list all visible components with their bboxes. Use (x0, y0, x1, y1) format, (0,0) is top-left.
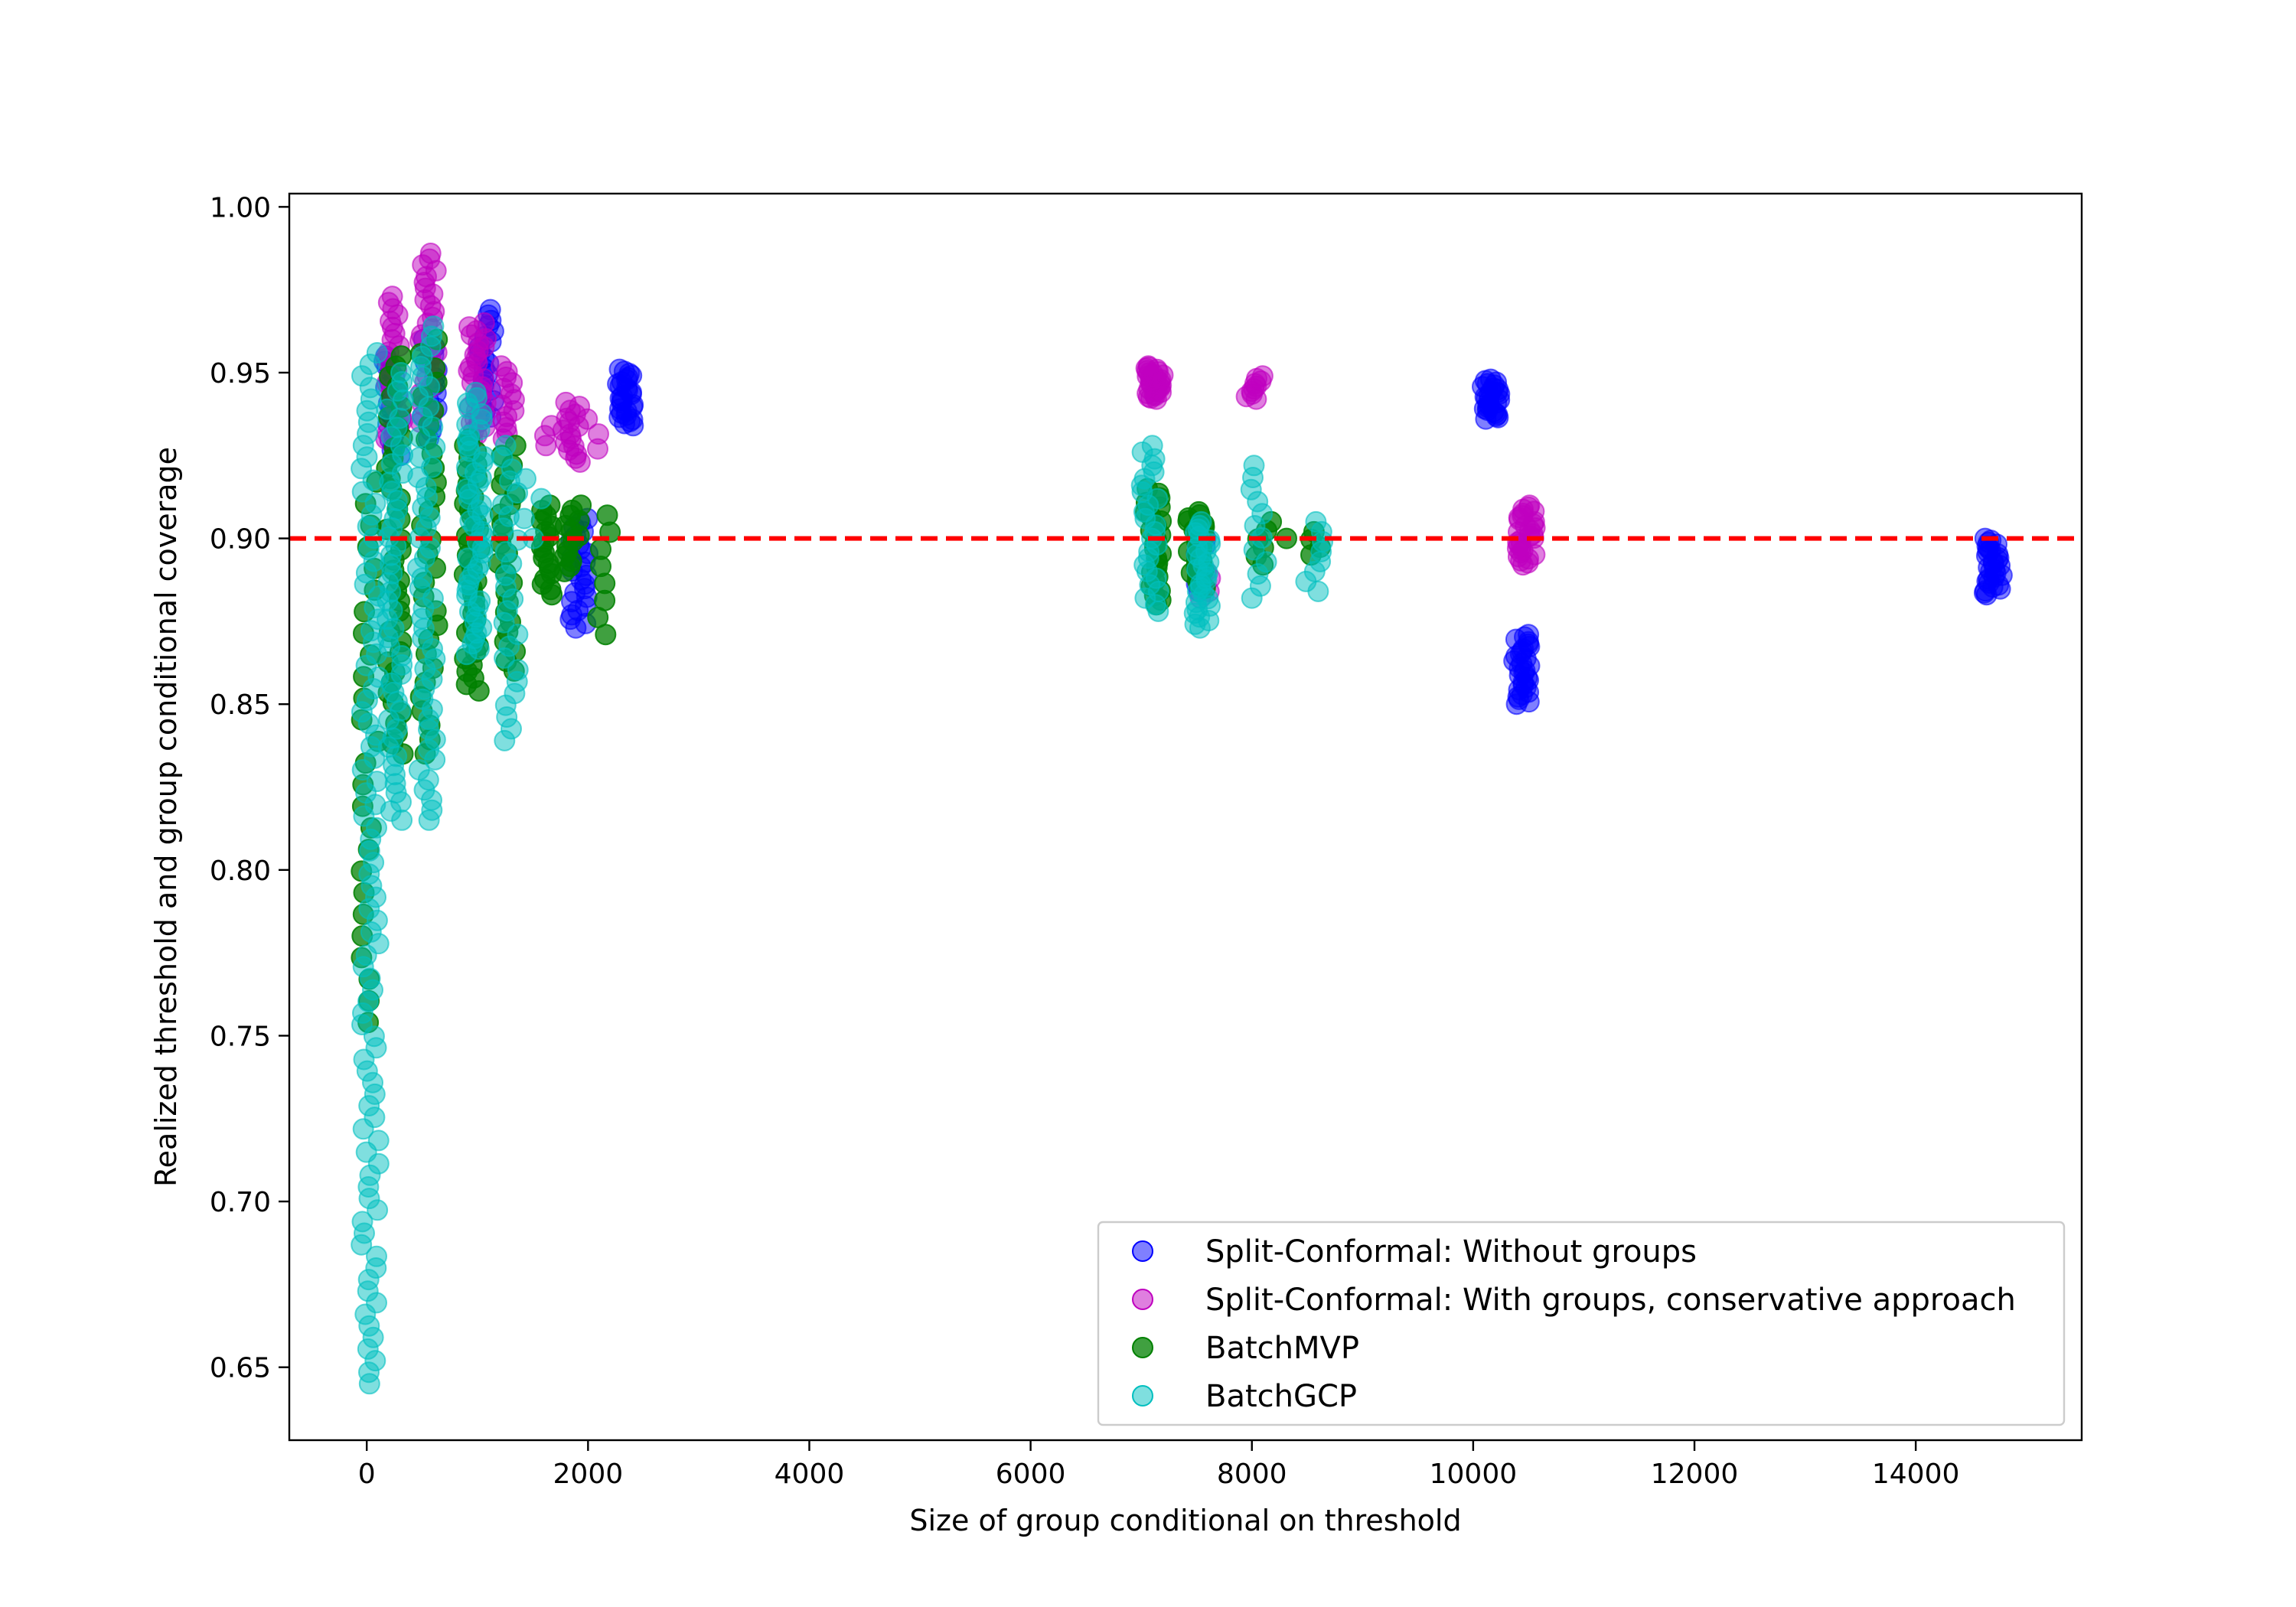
x-tick-label: 6000 (996, 1459, 1066, 1490)
plot-frame (288, 192, 2083, 1442)
data-point (408, 759, 430, 781)
legend-label: Split-Conformal: Without groups (1205, 1234, 1697, 1270)
data-point (1243, 455, 1265, 477)
x-axis-ticks: 0 2000 4000 6000 8000 10000 12000 14000 (358, 1440, 1960, 1490)
data-point (367, 1129, 390, 1152)
data-point (588, 423, 609, 445)
data-points-layer (351, 243, 2013, 1395)
data-point (1479, 368, 1502, 390)
data-point (507, 624, 529, 645)
data-point (596, 504, 618, 526)
legend-box (1097, 1221, 2066, 1426)
legend-marker (1132, 1337, 1153, 1358)
legend: Split-Conformal: Without groups Split-Con… (1097, 1221, 2066, 1426)
x-axis-label: Size of group conditional on threshold (909, 1504, 1461, 1537)
data-point (513, 507, 535, 530)
y-tick-label: 0.70 (210, 1187, 271, 1218)
data-point (376, 398, 398, 420)
data-point (1141, 435, 1163, 457)
data-point (576, 408, 598, 430)
data-point (507, 659, 529, 681)
legend-marker (1132, 1289, 1153, 1310)
x-tick-label: 2000 (553, 1459, 624, 1490)
data-point (491, 355, 512, 377)
legend-marker (1132, 1240, 1153, 1262)
data-point (515, 468, 536, 490)
data-point (381, 285, 403, 308)
x-tick-label: 0 (358, 1459, 376, 1490)
y-axis-ticks: 0.65 0.70 0.75 0.80 0.85 0.90 0.95 1.00 (210, 192, 289, 1384)
y-tick-label: 0.90 (210, 524, 271, 556)
x-tick-label: 4000 (775, 1459, 845, 1490)
y-tick-label: 0.95 (210, 358, 271, 390)
y-axis-label: Realized threshold and group conditional… (149, 447, 183, 1187)
x-tick-label: 8000 (1217, 1459, 1287, 1490)
data-point (530, 487, 553, 510)
y-tick-label: 0.65 (210, 1353, 271, 1384)
data-point (422, 315, 445, 337)
data-point (465, 381, 487, 403)
y-tick-label: 1.00 (210, 192, 271, 223)
legend-label: Split-Conformal: With groups, conservati… (1205, 1283, 2016, 1318)
data-point (555, 391, 577, 413)
data-point (366, 342, 388, 363)
x-tick-label: 14000 (1872, 1459, 1960, 1490)
data-point (473, 312, 495, 334)
x-tick-label: 10000 (1430, 1459, 1518, 1490)
data-point (608, 358, 631, 380)
data-point (1518, 624, 1540, 646)
data-point (351, 1211, 373, 1233)
legend-label: BatchMVP (1205, 1331, 1359, 1366)
data-point (419, 243, 442, 264)
data-point (366, 1245, 387, 1267)
y-tick-label: 0.85 (210, 689, 271, 721)
data-point (1190, 510, 1212, 533)
data-point (570, 494, 592, 517)
data-point (390, 362, 412, 383)
y-tick-label: 0.80 (210, 856, 271, 887)
data-point (492, 494, 514, 516)
data-point (1305, 510, 1327, 533)
data-point (1137, 355, 1159, 377)
legend-label: BatchGCP (1205, 1379, 1357, 1414)
data-point (494, 435, 517, 457)
legend-marker (1132, 1385, 1153, 1407)
data-point (1518, 494, 1541, 517)
series-3 (351, 315, 1334, 1395)
x-tick-label: 12000 (1651, 1459, 1739, 1490)
data-point (1251, 365, 1274, 387)
y-tick-label: 0.75 (210, 1021, 271, 1052)
